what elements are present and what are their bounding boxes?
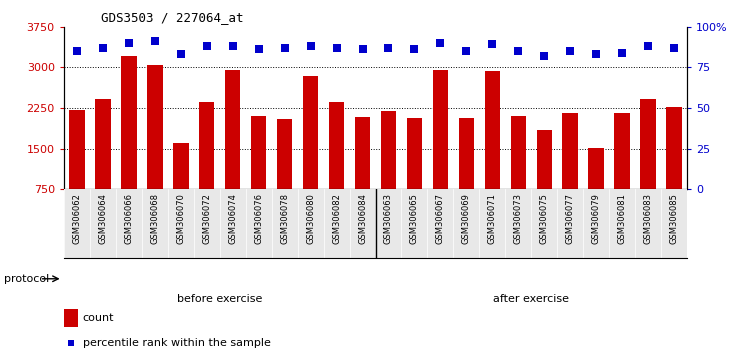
Bar xyxy=(511,116,526,230)
Point xyxy=(668,45,680,51)
Bar xyxy=(589,148,604,230)
Bar xyxy=(173,143,189,230)
Point xyxy=(122,40,134,46)
Bar xyxy=(484,70,500,230)
Text: GSM306062: GSM306062 xyxy=(72,193,81,244)
Bar xyxy=(147,64,162,230)
Text: GSM306068: GSM306068 xyxy=(150,193,159,244)
Bar xyxy=(641,99,656,230)
Bar xyxy=(199,102,215,230)
Point xyxy=(617,50,629,56)
Point xyxy=(149,38,161,44)
Bar xyxy=(329,102,344,230)
Point xyxy=(590,51,602,57)
Point xyxy=(279,45,291,51)
Text: GSM306065: GSM306065 xyxy=(410,193,419,244)
Text: GSM306076: GSM306076 xyxy=(254,193,263,244)
Point xyxy=(227,43,239,49)
Bar xyxy=(69,110,85,230)
Text: GSM306063: GSM306063 xyxy=(384,193,393,244)
Text: GSM306071: GSM306071 xyxy=(488,193,497,244)
Bar xyxy=(459,118,474,230)
Point xyxy=(382,45,394,51)
Point xyxy=(330,45,342,51)
Text: GSM306072: GSM306072 xyxy=(202,193,211,244)
Point xyxy=(512,48,524,54)
Text: GSM306079: GSM306079 xyxy=(592,193,601,244)
Bar xyxy=(433,70,448,230)
Point xyxy=(460,48,472,54)
Point xyxy=(305,43,317,49)
Text: GSM306078: GSM306078 xyxy=(280,193,289,244)
Point xyxy=(252,46,264,52)
Text: GDS3503 / 227064_at: GDS3503 / 227064_at xyxy=(101,11,244,24)
Point xyxy=(71,48,83,54)
Bar xyxy=(64,309,77,327)
Point xyxy=(409,46,421,52)
Point xyxy=(65,340,77,346)
Point xyxy=(487,42,499,47)
Bar xyxy=(95,99,110,230)
Text: GSM306084: GSM306084 xyxy=(358,193,367,244)
Point xyxy=(642,43,654,49)
Point xyxy=(434,40,446,46)
Point xyxy=(97,45,109,51)
Bar xyxy=(303,76,318,230)
Bar xyxy=(354,117,370,230)
Bar xyxy=(536,130,552,230)
Text: GSM306077: GSM306077 xyxy=(566,193,575,244)
Text: GSM306082: GSM306082 xyxy=(332,193,341,244)
Bar xyxy=(407,118,422,230)
Point xyxy=(564,48,576,54)
Text: protocol: protocol xyxy=(4,274,49,284)
Point xyxy=(175,51,187,57)
Bar xyxy=(121,56,137,230)
Text: GSM306081: GSM306081 xyxy=(618,193,627,244)
Bar xyxy=(381,111,397,230)
Text: before exercise: before exercise xyxy=(177,294,262,304)
Text: GSM306074: GSM306074 xyxy=(228,193,237,244)
Point xyxy=(357,46,369,52)
Bar xyxy=(666,107,682,230)
Text: GSM306067: GSM306067 xyxy=(436,193,445,244)
Text: GSM306066: GSM306066 xyxy=(124,193,133,244)
Point xyxy=(201,43,213,49)
Text: GSM306064: GSM306064 xyxy=(98,193,107,244)
Bar xyxy=(225,70,240,230)
Text: percentile rank within the sample: percentile rank within the sample xyxy=(83,338,270,348)
Bar xyxy=(614,113,630,230)
Text: after exercise: after exercise xyxy=(493,294,569,304)
Point xyxy=(538,53,550,59)
Bar xyxy=(562,113,578,230)
Text: GSM306069: GSM306069 xyxy=(462,193,471,244)
Text: GSM306075: GSM306075 xyxy=(540,193,549,244)
Bar xyxy=(251,116,267,230)
Text: count: count xyxy=(83,313,114,323)
Text: GSM306070: GSM306070 xyxy=(176,193,185,244)
Text: GSM306083: GSM306083 xyxy=(644,193,653,244)
Text: GSM306073: GSM306073 xyxy=(514,193,523,244)
Text: GSM306080: GSM306080 xyxy=(306,193,315,244)
Bar xyxy=(277,119,292,230)
Text: GSM306085: GSM306085 xyxy=(670,193,679,244)
